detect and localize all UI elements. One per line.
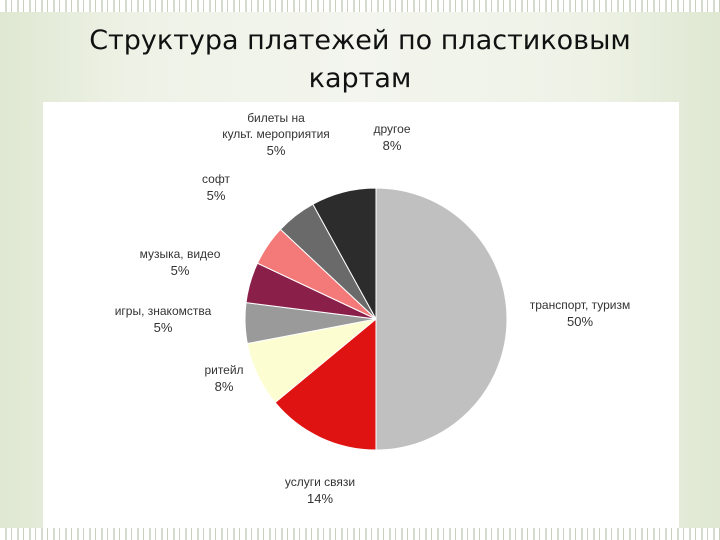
- slice-value-0: 50%: [567, 314, 593, 329]
- top-stripe: [0, 0, 720, 12]
- slice-label-7: другое: [373, 122, 410, 136]
- pie-slice-7: [312, 187, 377, 320]
- pie-slices: [244, 187, 508, 451]
- slice-value-4: 5%: [171, 263, 190, 278]
- bottom-stripe: [0, 528, 720, 540]
- slice-label-4: музыка, видео: [140, 247, 221, 261]
- slice-label-6: билеты на культ. мероприятия: [222, 111, 330, 141]
- slice-value-3: 5%: [154, 320, 173, 335]
- slice-label-5: софт: [202, 172, 230, 186]
- slice-label-1: услуги связи: [285, 475, 355, 489]
- slide-title: Структура платежей по пластиковым картам: [0, 22, 720, 98]
- pie-slice-1: [274, 317, 377, 451]
- slice-value-6: 5%: [267, 143, 286, 158]
- pie-labels: транспорт, туризм 50% услуги связи 14% ритей…: [115, 111, 631, 506]
- slice-label-2: ритейл: [204, 363, 243, 377]
- slice-label-3: игры, знакомства: [115, 304, 212, 318]
- title-line-1: Структура платежей по пластиковым: [89, 25, 631, 56]
- pie-slice-0: [375, 187, 508, 451]
- slice-label-0: транспорт, туризм: [530, 298, 631, 312]
- slice-value-2: 8%: [215, 379, 234, 394]
- title-line-2: картам: [308, 63, 412, 94]
- slice-value-1: 14%: [307, 491, 333, 506]
- slice-value-5: 5%: [207, 188, 226, 203]
- slice-value-7: 8%: [383, 138, 402, 153]
